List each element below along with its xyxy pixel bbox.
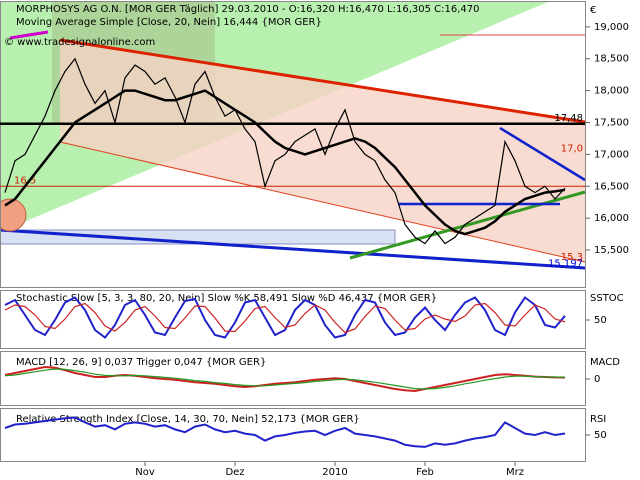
- x-tick-label: Nov: [135, 467, 155, 478]
- title: Stochastic Slow [5, 3, 3, 80, 20, Nein] …: [16, 293, 437, 304]
- y-tick-label: 16,000: [594, 213, 629, 224]
- axis-label: MACD: [590, 357, 620, 368]
- y-tick-label: 50: [594, 315, 607, 326]
- series-line: [4, 302, 566, 334]
- y-tick-label: 50: [594, 430, 607, 441]
- title: Relative Strength Index [Close, 14, 30, …: [16, 414, 360, 425]
- credit: © www.tradesignalonline.com: [4, 37, 155, 48]
- series-line: [4, 416, 566, 448]
- axis-label: SSTOC: [590, 293, 624, 304]
- price-panel: [0, 1, 586, 288]
- x-tick-label: 2010: [322, 467, 347, 478]
- title: MORPHOSYS AG O.N. [MOR GER Täglich] 29.0…: [16, 4, 480, 15]
- y-tick-label: 17,500: [594, 118, 629, 129]
- y-tick-label: 17,000: [594, 149, 629, 160]
- y-tick-label: 16,500: [594, 181, 629, 192]
- series-line: [4, 89, 566, 236]
- level-label: 15,197: [548, 258, 583, 269]
- channel-low: [59, 141, 586, 263]
- y-tick-label: 15,500: [594, 245, 629, 256]
- blue-trend: [0, 228, 586, 270]
- y-tick-label: 19,000: [594, 22, 629, 33]
- level-label: 16,5: [14, 175, 36, 186]
- axis-label: €: [590, 5, 596, 16]
- x-tick-label: Mrz: [506, 467, 524, 478]
- x-tick-label: Dez: [225, 467, 244, 478]
- channel-top: [59, 38, 586, 124]
- subtitle: Moving Average Simple [Close, 20, Nein] …: [16, 17, 322, 28]
- blue-resistance: [499, 126, 586, 182]
- axis-label: RSI: [590, 414, 606, 425]
- title: MACD [12, 26, 9] 0,037 Trigger 0,047 {MO…: [16, 357, 266, 368]
- magenta-line: [9, 30, 49, 40]
- circle-marker: [0, 198, 27, 232]
- level-label: 15,3: [561, 252, 583, 263]
- series-line: [4, 365, 566, 393]
- level-label: 17,0: [561, 143, 583, 154]
- y-tick-label: 0: [594, 374, 600, 385]
- series-line: [4, 368, 566, 390]
- y-tick-label: 18,000: [594, 86, 629, 97]
- x-tick-label: Feb: [416, 467, 434, 478]
- y-tick-label: 18,500: [594, 54, 629, 65]
- series-line: [4, 57, 566, 245]
- series-line: [4, 296, 566, 339]
- level-label: 17,48: [554, 113, 583, 124]
